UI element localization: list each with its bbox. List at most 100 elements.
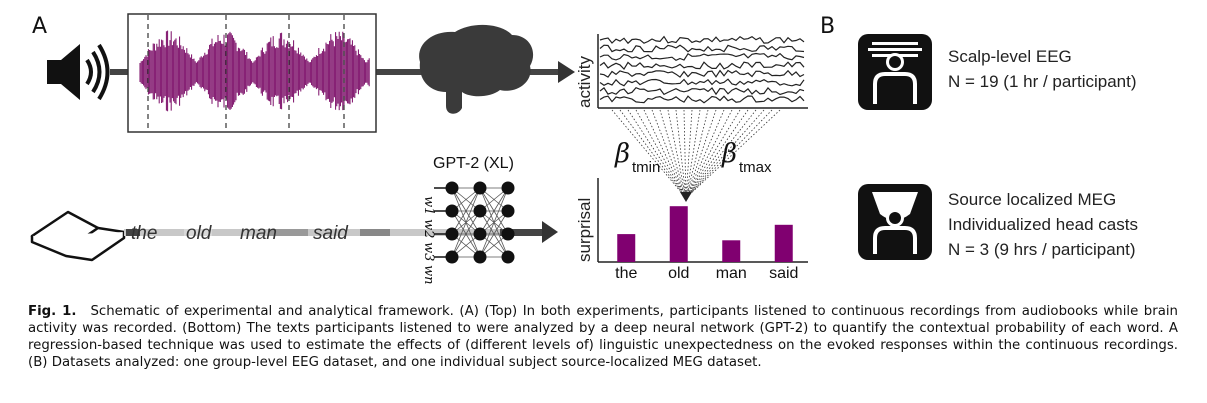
network-node bbox=[473, 227, 487, 241]
gpt-label: GPT-2 (XL) bbox=[433, 155, 514, 172]
fan-line bbox=[643, 109, 687, 199]
svg-text:tmin: tmin bbox=[632, 159, 660, 176]
meg-detail: Individualized head casts bbox=[948, 215, 1138, 234]
word-man: man bbox=[240, 223, 277, 244]
network-node bbox=[473, 204, 487, 218]
svg-text:w3: w3 bbox=[421, 242, 436, 261]
word-the: the bbox=[131, 223, 157, 244]
activity-axis-label: activity bbox=[575, 56, 594, 108]
fan-line bbox=[611, 109, 687, 199]
network-node bbox=[445, 181, 459, 195]
activity-trace bbox=[599, 61, 805, 70]
activity-trace bbox=[599, 95, 805, 104]
meg-icon bbox=[858, 184, 932, 260]
bottom-arrow-head bbox=[542, 221, 558, 243]
fan-line bbox=[635, 109, 687, 199]
fan-line bbox=[685, 109, 781, 199]
sentence-bar-gap bbox=[268, 229, 308, 236]
sentence-bar bbox=[124, 229, 544, 236]
meg-dataset-info: Source localized MEG Individualized head… bbox=[948, 187, 1138, 262]
figure-canvas: activity β tmin β tmax the old man said … bbox=[30, 13, 932, 285]
eeg-icon bbox=[858, 34, 932, 110]
panel-label-a: A bbox=[32, 14, 48, 39]
surprisal-bar-the bbox=[617, 234, 636, 262]
network-node bbox=[473, 181, 487, 195]
beta-tmax-label: β tmax bbox=[721, 139, 772, 176]
network-edge bbox=[451, 187, 481, 258]
sentence-bar-gap bbox=[184, 229, 212, 236]
svg-text:w2: w2 bbox=[421, 219, 436, 238]
regression-fan bbox=[611, 109, 781, 202]
fan-line bbox=[667, 109, 687, 199]
fan-line bbox=[627, 109, 687, 199]
meg-detail-2: N = 3 (9 hrs / participant) bbox=[948, 240, 1136, 259]
surprisal-bar-old bbox=[669, 206, 688, 262]
network-node bbox=[501, 181, 515, 195]
token-labels: w1 w2 w3 wn bbox=[421, 196, 436, 285]
activity-trace bbox=[599, 35, 805, 45]
eeg-dataset-info: Scalp-level EEG N = 19 (1 hr / participa… bbox=[948, 44, 1137, 94]
activity-traces bbox=[599, 35, 805, 104]
activity-trace bbox=[599, 69, 805, 78]
fan-line bbox=[659, 109, 687, 199]
network-node bbox=[473, 250, 487, 264]
surprisal-tick-the: the bbox=[615, 265, 637, 282]
activity-trace bbox=[599, 52, 805, 61]
fan-arrowhead bbox=[680, 192, 692, 202]
surprisal-bar-said bbox=[774, 224, 793, 262]
sentence-bar-start bbox=[126, 229, 140, 236]
network-edge bbox=[451, 187, 481, 235]
svg-text:tmax: tmax bbox=[739, 159, 772, 176]
activity-trace bbox=[599, 86, 805, 96]
fan-line bbox=[685, 109, 773, 199]
fan-line bbox=[683, 109, 687, 199]
network-edge bbox=[479, 187, 509, 235]
network-edge bbox=[479, 187, 509, 258]
surprisal-tick-old: old bbox=[668, 265, 689, 282]
fan-line bbox=[685, 109, 701, 199]
caption-text: Schematic of experimental and analytical… bbox=[28, 304, 1178, 370]
network-node bbox=[501, 204, 515, 218]
activity-trace bbox=[599, 44, 805, 53]
fan-line bbox=[685, 109, 757, 199]
svg-text:wn: wn bbox=[421, 265, 436, 285]
network-node bbox=[501, 250, 515, 264]
book-icon bbox=[30, 210, 126, 262]
fan-line bbox=[685, 109, 733, 199]
sentence-bar-end bbox=[500, 229, 544, 236]
svg-text:β: β bbox=[721, 139, 737, 169]
network-node bbox=[445, 204, 459, 218]
activity-trace bbox=[599, 78, 805, 87]
word-old: old bbox=[186, 223, 213, 244]
fan-line bbox=[685, 109, 709, 199]
beta-tmin-label: β tmin bbox=[614, 139, 660, 176]
meg-title: Source localized MEG bbox=[948, 190, 1117, 209]
speaker-icon bbox=[47, 43, 110, 101]
panel-label-b: B bbox=[820, 14, 836, 39]
network-edge bbox=[451, 210, 481, 258]
eeg-detail: N = 19 (1 hr / participant) bbox=[948, 72, 1137, 91]
surprisal-tick-man: man bbox=[716, 265, 747, 282]
eeg-title: Scalp-level EEG bbox=[948, 47, 1072, 66]
fan-line bbox=[675, 109, 687, 199]
fan-line bbox=[685, 109, 725, 199]
network-node bbox=[445, 250, 459, 264]
fan-line bbox=[685, 109, 693, 199]
neural-network bbox=[434, 181, 515, 264]
svg-text:w1: w1 bbox=[421, 196, 436, 215]
surprisal-axis-label: surprisal bbox=[575, 198, 594, 262]
caption-label: Fig. 1. bbox=[28, 304, 77, 319]
surprisal-bar-man bbox=[722, 240, 741, 262]
figure-caption: Fig. 1. Schematic of experimental and ana… bbox=[28, 303, 1178, 371]
brain-icon bbox=[419, 24, 534, 114]
fan-line bbox=[619, 109, 687, 199]
sentence-bar-gap bbox=[360, 229, 390, 236]
network-edge bbox=[479, 210, 509, 258]
network-node bbox=[501, 227, 515, 241]
svg-text:β: β bbox=[614, 139, 630, 169]
fan-line bbox=[685, 109, 749, 199]
waveform-dividers bbox=[147, 15, 345, 131]
surprisal-bars: the old man said bbox=[615, 206, 798, 282]
top-arrow-head bbox=[558, 61, 575, 83]
word-said: said bbox=[313, 223, 349, 244]
